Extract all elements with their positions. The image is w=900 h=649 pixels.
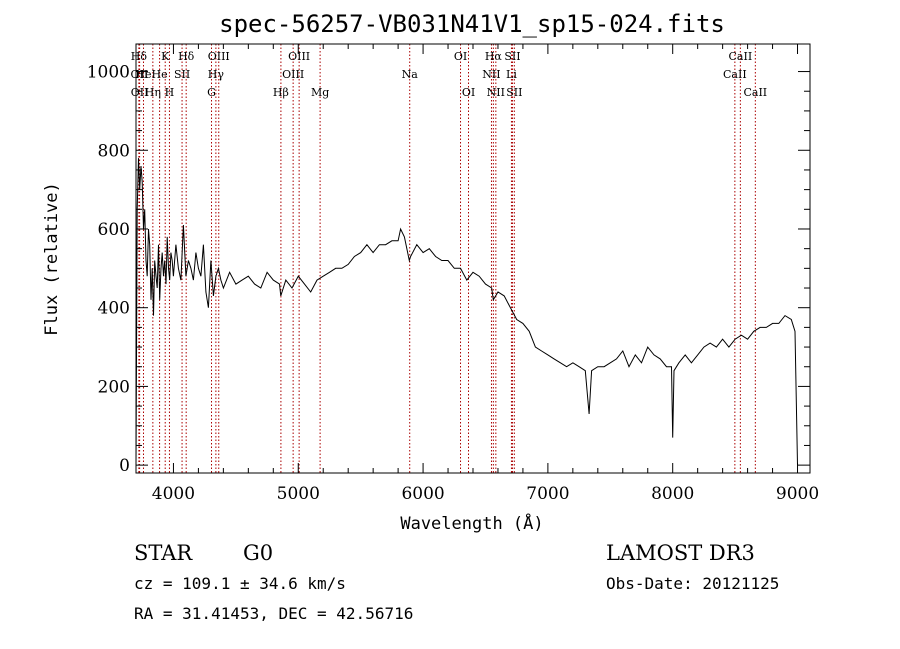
- line-label: CaII: [743, 86, 767, 99]
- line-label: CaII: [729, 50, 753, 63]
- x-tick-label: 6000: [401, 484, 444, 504]
- x-axis-ticks: 4000 5000 6000 7000 8000 9000: [152, 44, 819, 504]
- object-type: STAR: [134, 541, 193, 565]
- y-tick-label: 0: [119, 456, 130, 476]
- y-axis-label: Flux (relative): [42, 182, 62, 336]
- line-label: Hη: [145, 86, 161, 99]
- line-label: Hδ: [131, 50, 148, 63]
- y-tick-label: 400: [98, 299, 130, 319]
- x-axis-label: Wavelength (Å): [400, 512, 543, 534]
- line-label: He: [135, 68, 151, 81]
- line-label: K: [161, 50, 170, 63]
- line-markers: [138, 44, 756, 473]
- line-label: Hα: [485, 50, 503, 63]
- line-label: He: [152, 68, 168, 81]
- line-label: NII: [487, 86, 505, 99]
- survey-name: LAMOST DR3: [606, 541, 755, 565]
- redshift-value: cz = 109.1 ± 34.6 km/s: [134, 574, 346, 593]
- line-label: OII: [131, 86, 149, 99]
- line-label: Li: [506, 68, 517, 81]
- plot-frame: [135, 43, 811, 474]
- line-label: OI: [462, 86, 475, 99]
- chart-title: spec-56257-VB031N41V1_sp15-024.fits: [219, 10, 725, 38]
- line-label: Hβ: [273, 86, 289, 99]
- line-label: OIII: [282, 68, 304, 81]
- x-tick-label: 5000: [277, 484, 320, 504]
- y-tick-label: 800: [98, 141, 130, 161]
- line-label: CaII: [723, 68, 747, 81]
- y-axis-ticks: 0 200 400 600 800 1000: [87, 63, 810, 476]
- spectrum-line: [135, 158, 798, 466]
- line-label: OI: [454, 50, 467, 63]
- x-tick-label: 4000: [152, 484, 195, 504]
- line-label: SII: [504, 50, 520, 63]
- line-label: Mg: [311, 86, 329, 99]
- line-label: OIII: [208, 50, 230, 63]
- object-subclass: G0: [243, 541, 273, 565]
- line-label: H: [165, 86, 175, 99]
- y-tick-label: 600: [98, 220, 130, 240]
- x-tick-label: 8000: [651, 484, 694, 504]
- coordinates: RA = 31.41453, DEC = 42.56716: [134, 604, 413, 623]
- x-tick-label: 7000: [526, 484, 569, 504]
- line-label: SII: [174, 68, 190, 81]
- x-tick-label: 9000: [776, 484, 819, 504]
- line-label: SII: [506, 86, 522, 99]
- y-tick-label: 200: [98, 377, 130, 397]
- line-label: NII: [482, 68, 500, 81]
- line-label: Hγ: [208, 68, 225, 81]
- line-label: Na: [402, 68, 419, 81]
- line-label: OIII: [288, 50, 310, 63]
- obs-date: Obs-Date: 20121125: [606, 574, 779, 593]
- y-tick-label: 1000: [87, 63, 130, 83]
- line-label: G: [207, 86, 216, 99]
- line-label: Hδ: [178, 50, 195, 63]
